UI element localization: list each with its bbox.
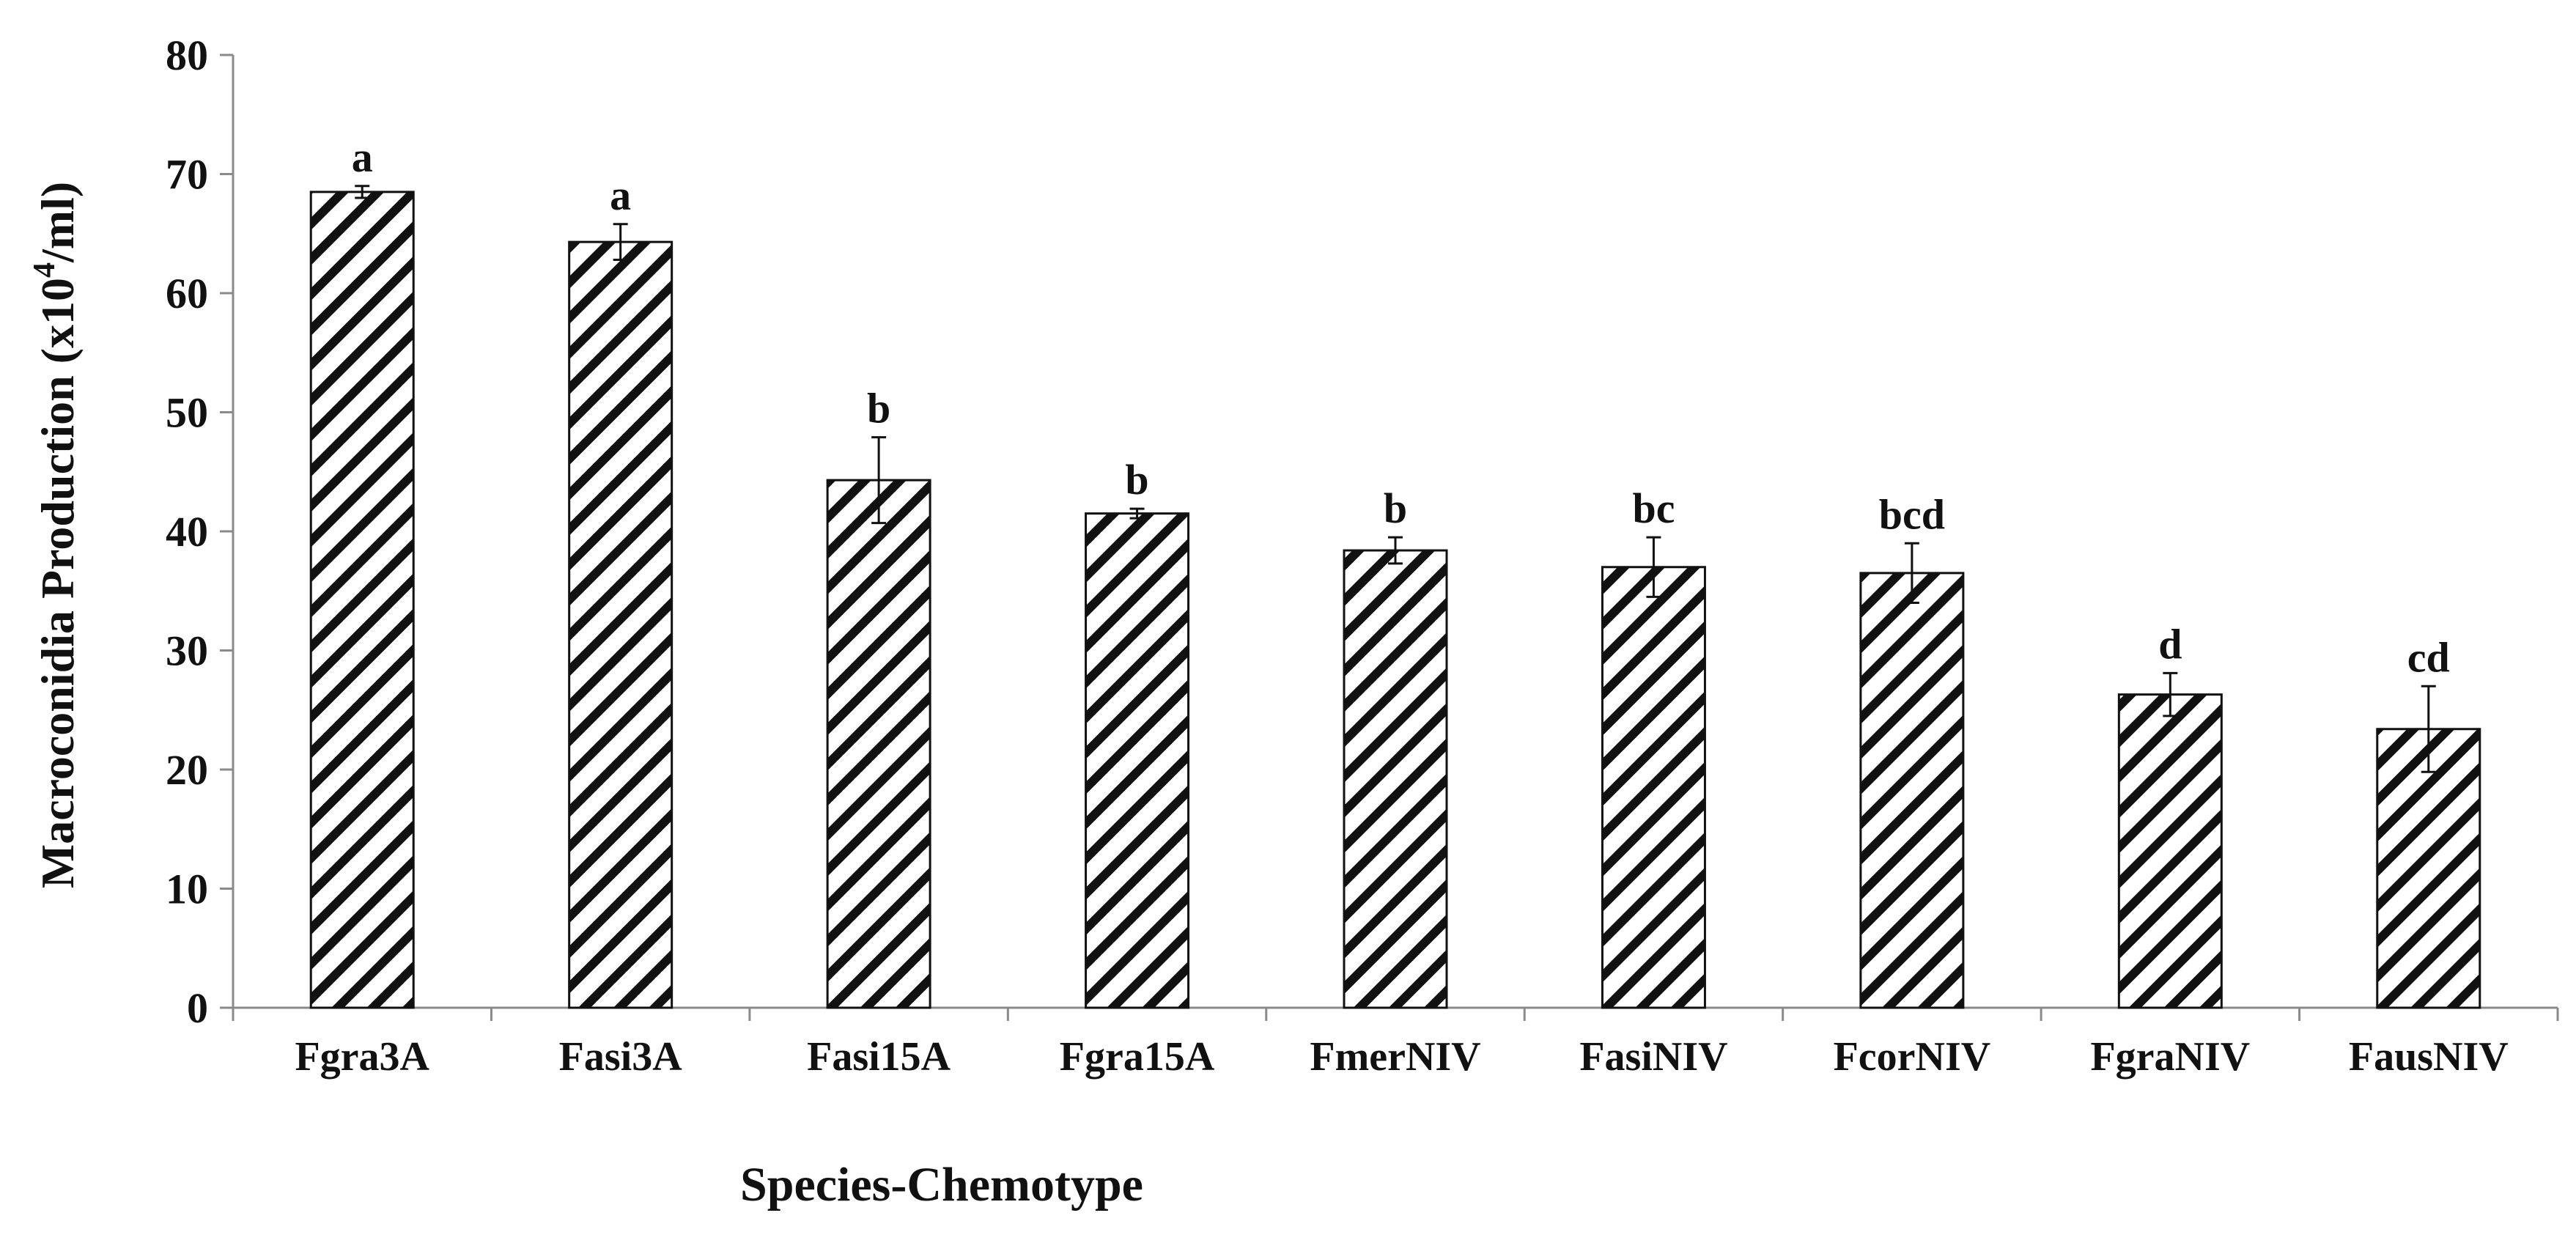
significance-label-FgraNIV: d bbox=[2158, 620, 2182, 668]
significance-label-FasiNIV: bc bbox=[1632, 484, 1675, 532]
error-bar-FmerNIV bbox=[1388, 536, 1403, 565]
bar-FgraNIV bbox=[2117, 693, 2223, 1009]
category-label-FcorNIV: FcorNIV bbox=[1834, 1034, 1991, 1080]
significance-label-FausNIV: cd bbox=[2407, 633, 2450, 681]
error-bar-FausNIV bbox=[2421, 685, 2436, 773]
bar-Fgra15A bbox=[1085, 512, 1190, 1009]
bar-Fgra3A bbox=[309, 191, 415, 1009]
category-label-FausNIV: FausNIV bbox=[2349, 1034, 2509, 1080]
significance-label-FmerNIV: b bbox=[1384, 484, 1407, 532]
error-bar-Fasi3A bbox=[613, 223, 628, 261]
x-axis bbox=[232, 1006, 2559, 1021]
y-tick-label: 60 bbox=[166, 270, 208, 317]
significance-label-Fgra15A: b bbox=[1125, 456, 1148, 504]
y-tick-label: 10 bbox=[166, 866, 208, 913]
bar-FausNIV bbox=[2376, 728, 2481, 1009]
x-axis-title: Species-Chemotype bbox=[740, 1158, 1143, 1211]
bar-Fasi3A bbox=[568, 240, 673, 1009]
y-axis: 0 10 20 30 40 50 60 70 80 bbox=[166, 32, 235, 1032]
category-label-Fgra15A: Fgra15A bbox=[1060, 1034, 1215, 1080]
y-axis-title-tail: /ml) bbox=[32, 182, 84, 263]
significance-labels: a a b b b bc bcd d cd bbox=[352, 133, 2450, 682]
significance-label-Fasi15A: b bbox=[867, 385, 890, 432]
y-axis-title-main: Macroconidia Production (x10 bbox=[32, 278, 84, 888]
category-label-Fasi3A: Fasi3A bbox=[559, 1034, 683, 1080]
y-tick-label: 70 bbox=[166, 151, 208, 199]
bar-Fasi15A bbox=[826, 479, 931, 1009]
error-bar-FasiNIV bbox=[1646, 536, 1661, 598]
error-bar-FcorNIV bbox=[1904, 542, 1919, 604]
y-axis-title-superscript: 4 bbox=[28, 262, 62, 278]
y-tick-label: 80 bbox=[166, 32, 208, 79]
error-bar-Fgra15A bbox=[1129, 507, 1145, 520]
significance-label-FcorNIV: bcd bbox=[1879, 490, 1945, 538]
category-label-FgraNIV: FgraNIV bbox=[2090, 1034, 2250, 1080]
y-tick-label: 20 bbox=[166, 746, 208, 794]
bars bbox=[309, 191, 2481, 1009]
significance-label-Fgra3A: a bbox=[352, 133, 373, 181]
significance-label-Fasi3A: a bbox=[610, 171, 631, 219]
category-label-FmerNIV: FmerNIV bbox=[1310, 1034, 1480, 1080]
y-axis-title: Macroconidia Production (x104/ml) bbox=[28, 182, 84, 888]
bar-FcorNIV bbox=[1859, 572, 1965, 1009]
error-bar-FgraNIV bbox=[2163, 671, 2178, 718]
error-bars bbox=[355, 185, 2436, 773]
error-bar-Fasi15A bbox=[871, 436, 887, 525]
category-label-Fgra3A: Fgra3A bbox=[295, 1034, 429, 1080]
y-tick-label: 40 bbox=[166, 508, 208, 556]
category-labels: Fgra3A Fasi3A Fasi15A Fgra15A FmerNIV FasiNIV… bbox=[295, 1034, 2508, 1080]
y-tick-label: 0 bbox=[187, 984, 208, 1032]
bar-FmerNIV bbox=[1343, 549, 1448, 1009]
category-label-FasiNIV: FasiNIV bbox=[1579, 1034, 1727, 1080]
y-tick-label: 50 bbox=[166, 389, 208, 437]
y-tick-label: 30 bbox=[166, 627, 208, 675]
category-label-Fasi15A: Fasi15A bbox=[807, 1034, 951, 1080]
bar-FasiNIV bbox=[1601, 566, 1706, 1009]
error-bar-Fgra3A bbox=[355, 185, 370, 199]
